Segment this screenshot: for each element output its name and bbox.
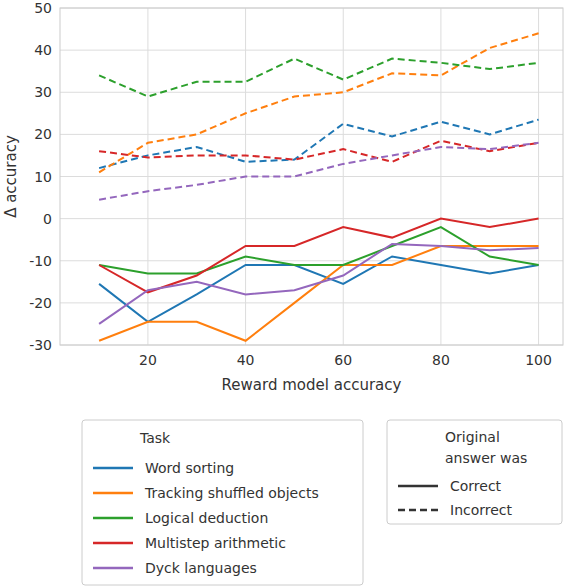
legend-label: Multistep arithmetic [145,535,286,551]
plot-frame [60,8,563,345]
legend-box [82,420,363,585]
y-tick-label: 0 [43,211,52,227]
grid-line [60,218,563,219]
legend-swatch [93,542,133,545]
chart: -30 -20 -10 0 10 20 30 40 50 20 40 60 80 100 Reward mo… [0,0,564,588]
x-axis-label: Reward model accuracy [222,376,402,394]
y-tick-label: 10 [34,169,52,185]
y-tick-label: -20 [29,295,52,311]
grid-line [60,260,563,261]
series-line [99,246,538,341]
legend-label: Logical deduction [145,510,268,526]
series-line [99,227,538,273]
legend-label: Dyck languages [145,560,257,576]
x-tick-label: 40 [237,352,255,368]
grid-line [147,8,148,345]
y-tick-label: 40 [34,42,52,58]
series-line [99,143,538,200]
legend-swatch [93,517,133,520]
series-line [99,257,538,322]
legend-box [387,420,562,524]
grid-line [60,50,563,51]
y-tick-label: 50 [34,0,52,16]
legend-swatch [398,509,438,512]
legend-swatch [93,467,133,470]
series-line [99,219,538,293]
series-line [99,33,538,172]
legend-label: Correct [450,478,502,494]
grid-line [440,8,441,345]
grid-line [343,8,344,345]
series-line [99,141,538,162]
y-tick-label: 30 [34,84,52,100]
x-tick-label: 80 [432,352,450,368]
legend-label: Tracking shuffled objects [144,485,319,501]
legend-title-line: answer was [445,450,527,466]
series-group [99,33,538,341]
x-tick-label: 20 [139,352,157,368]
series-line [99,120,538,169]
legend-label: Word sorting [145,460,234,476]
grid-line [60,302,563,303]
x-tick-label: 100 [525,352,552,368]
legend-label: Incorrect [450,502,513,518]
legend-title: Task [139,430,171,446]
series-line [99,244,538,324]
y-axis-label: Δ accuracy [2,135,20,218]
legend-title: Original answer was [445,429,527,466]
legend-title-line: Original [445,429,500,445]
grid-line [60,176,563,177]
y-tick-label: 20 [34,126,52,142]
x-tick-label: 60 [334,352,352,368]
legend-swatch [93,492,133,495]
legend-swatch [93,567,133,570]
grid-line [538,8,539,345]
legend-swatch [398,485,438,488]
series-line [99,59,538,97]
plot-background [60,8,563,345]
y-tick-label: -30 [29,337,52,353]
y-tick-label: -10 [29,253,52,269]
